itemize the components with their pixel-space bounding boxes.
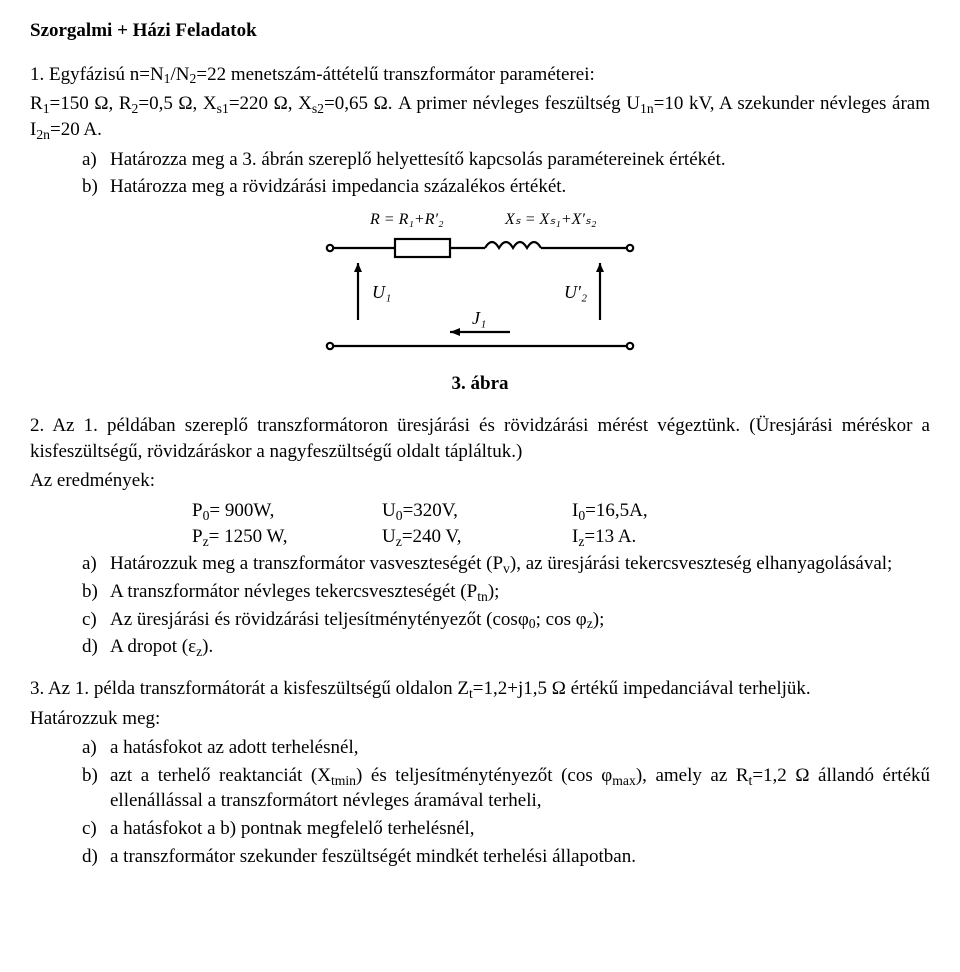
problem-2-intro: 2. Az 1. példában szereplő transzformáto…: [30, 413, 930, 464]
problem-1-questions: a) Határozza meg a 3. ábrán szereplő hel…: [30, 147, 930, 200]
table-cell: I0=16,5A,: [572, 498, 648, 524]
table-cell: Pz= 1250 W,: [192, 524, 382, 550]
text: =150 Ω, R: [50, 93, 132, 114]
subscript: 2n: [36, 127, 50, 142]
list-marker: c): [82, 816, 110, 842]
fig-eq-left: R = R₁+R′₂: [369, 211, 444, 228]
table-row: P0= 900W, U0=320V, I0=16,5A,: [82, 498, 930, 524]
page: Szorgalmi + Házi Feladatok 1. Egyfázisú …: [2, 0, 958, 911]
table-cell: U0=320V,: [382, 498, 572, 524]
list-text: Határozza meg a 3. ábrán szereplő helyet…: [110, 147, 930, 173]
list-item: c) a hatásfokot a b) pontnak megfelelő t…: [82, 816, 930, 842]
subscript: s2: [312, 101, 324, 116]
subscript: 1: [43, 101, 50, 116]
list-text: A dropot (εz).: [110, 634, 930, 660]
list-text: Határozzuk meg a transzformátor vasveszt…: [110, 551, 930, 577]
list-marker: d): [82, 844, 110, 870]
list-marker: a): [82, 735, 110, 761]
table-cell: Uz=240 V,: [382, 524, 572, 550]
list-item: b) A transzformátor névleges tekercsvesz…: [82, 579, 930, 605]
list-marker: a): [82, 551, 110, 577]
list-item: a) Határozza meg a 3. ábrán szereplő hel…: [82, 147, 930, 173]
list-item: a) a hatásfokot az adott terhelésnél,: [82, 735, 930, 761]
figure-3: R = R₁+R′₂ Xₛ = Xₛ₁+X′ₛ₂ U₁ U′₂: [30, 208, 930, 366]
text: /N: [171, 64, 190, 85]
list-text: A transzformátor névleges tekercsvesztes…: [110, 579, 930, 605]
subscript: 1n: [640, 101, 654, 116]
list-text: Az üresjárási és rövidzárási teljesítmén…: [110, 607, 930, 633]
list-text: a hatásfokot az adott terhelésnél,: [110, 735, 930, 761]
subscript: 2: [132, 101, 139, 116]
table-cell: [82, 524, 192, 550]
fig-j1: J₁: [472, 308, 486, 328]
text: =20 A.: [50, 119, 102, 140]
problem-3-questions: a) a hatásfokot az adott terhelésnél, b)…: [30, 735, 930, 869]
list-text: a hatásfokot a b) pontnak megfelelő terh…: [110, 816, 930, 842]
table-cell: P0= 900W,: [192, 498, 382, 524]
list-item: c) Az üresjárási és rövidzárási teljesít…: [82, 607, 930, 633]
list-marker: c): [82, 607, 110, 633]
results-table: P0= 900W, U0=320V, I0=16,5A, Pz= 1250 W,…: [30, 498, 930, 549]
text: =0,5 Ω, X: [138, 93, 216, 114]
list-marker: a): [82, 147, 110, 173]
list-item: b) Határozza meg a rövidzárási impedanci…: [82, 174, 930, 200]
subscript: 1: [164, 71, 171, 86]
problem-3-prompt: Határozzuk meg:: [30, 706, 930, 732]
list-item: d) a transzformátor szekunder feszültség…: [82, 844, 930, 870]
table-cell: [82, 498, 192, 524]
list-text: azt a terhelő reaktanciát (Xtmin) és tel…: [110, 763, 930, 814]
problem-1-params: R1=150 Ω, R2=0,5 Ω, Xs1=220 Ω, Xs2=0,65 …: [30, 91, 930, 142]
problem-1-line-1: 1. Egyfázisú n=N1/N2=22 menetszám-áttéte…: [30, 62, 930, 88]
problem-2-questions: a) Határozzuk meg a transzformátor vasve…: [30, 551, 930, 660]
fig-u2: U′₂: [564, 282, 587, 302]
fig-eq-right: Xₛ = Xₛ₁+X′ₛ₂: [504, 211, 597, 228]
list-item: a) Határozzuk meg a transzformátor vasve…: [82, 551, 930, 577]
subscript: s1: [217, 101, 229, 116]
list-marker: b): [82, 579, 110, 605]
table-cell: Iz=13 A.: [572, 524, 636, 550]
list-marker: b): [82, 174, 110, 200]
text: R: [30, 93, 43, 114]
subscript: 2: [190, 71, 197, 86]
fig-u1: U₁: [372, 282, 391, 302]
problem-3-intro: 3. Az 1. példa transzformátorát a kisfes…: [30, 676, 930, 702]
text: =22 menetszám-áttételű transzformátor pa…: [196, 64, 594, 85]
list-marker: d): [82, 634, 110, 660]
text: =0,65 Ω. A primer névleges feszültség U: [324, 93, 640, 114]
list-item: d) A dropot (εz).: [82, 634, 930, 660]
table-row: Pz= 1250 W, Uz=240 V, Iz=13 A.: [82, 524, 930, 550]
problem-2-results-label: Az eredmények:: [30, 468, 930, 494]
page-title: Szorgalmi + Házi Feladatok: [30, 18, 930, 44]
list-item: b) azt a terhelő reaktanciát (Xtmin) és …: [82, 763, 930, 814]
text: 1. Egyfázisú n=N: [30, 64, 164, 85]
list-marker: b): [82, 763, 110, 814]
list-text: a transzformátor szekunder feszültségét …: [110, 844, 930, 870]
circuit-diagram-icon: R = R₁+R′₂ Xₛ = Xₛ₁+X′ₛ₂ U₁ U′₂: [300, 208, 660, 358]
list-text: Határozza meg a rövidzárási impedancia s…: [110, 174, 930, 200]
text: =220 Ω, X: [229, 93, 312, 114]
figure-caption: 3. ábra: [30, 371, 930, 397]
